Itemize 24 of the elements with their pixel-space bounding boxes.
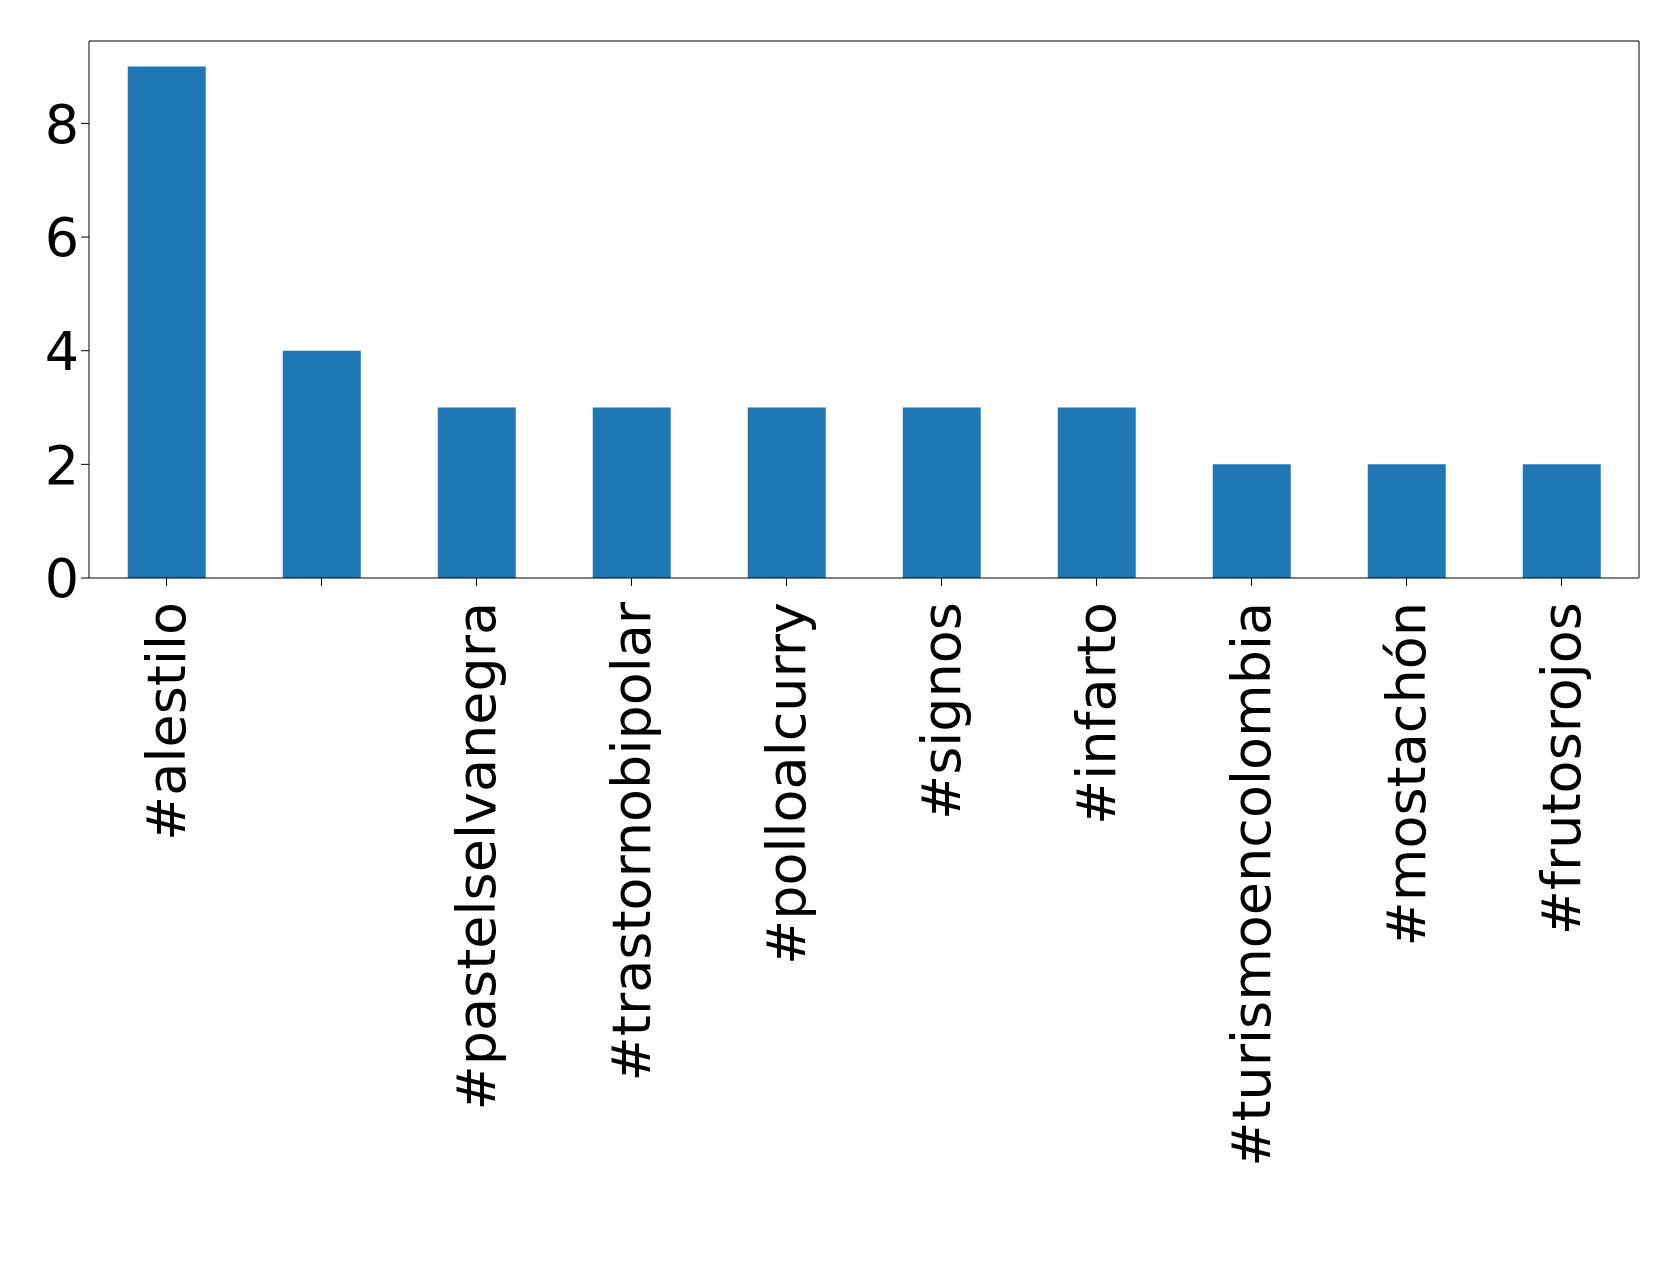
bar bbox=[1212, 464, 1291, 578]
y-tick-label: 6 bbox=[44, 206, 79, 270]
bar bbox=[747, 407, 826, 578]
bar bbox=[1057, 407, 1136, 578]
y-tick-label: 0 bbox=[44, 547, 79, 611]
x-tick-label: #polloalcurry bbox=[755, 602, 818, 966]
bar bbox=[902, 407, 981, 578]
x-tick-label: #alestilo bbox=[135, 602, 198, 841]
bar bbox=[282, 350, 361, 578]
y-tick-label: 4 bbox=[44, 319, 79, 383]
x-tick-label: #pastelselvanegra bbox=[445, 602, 508, 1111]
x-tick-label: #turismoencolombia bbox=[1220, 602, 1283, 1167]
y-tick-label: 8 bbox=[44, 92, 79, 156]
y-tick-label: 2 bbox=[44, 433, 79, 497]
bar bbox=[127, 66, 206, 578]
bar bbox=[1522, 464, 1601, 578]
x-tick-label: #signos bbox=[910, 602, 973, 821]
bar bbox=[592, 407, 671, 578]
x-tick-label: #infarto bbox=[1065, 602, 1128, 825]
x-tick-label: #mostachón bbox=[1375, 602, 1438, 947]
bar bbox=[1367, 464, 1446, 578]
bar bbox=[437, 407, 516, 578]
x-tick-label: #trastornobipolar bbox=[600, 601, 663, 1082]
x-tick-label: #frutosrojos bbox=[1530, 602, 1593, 936]
